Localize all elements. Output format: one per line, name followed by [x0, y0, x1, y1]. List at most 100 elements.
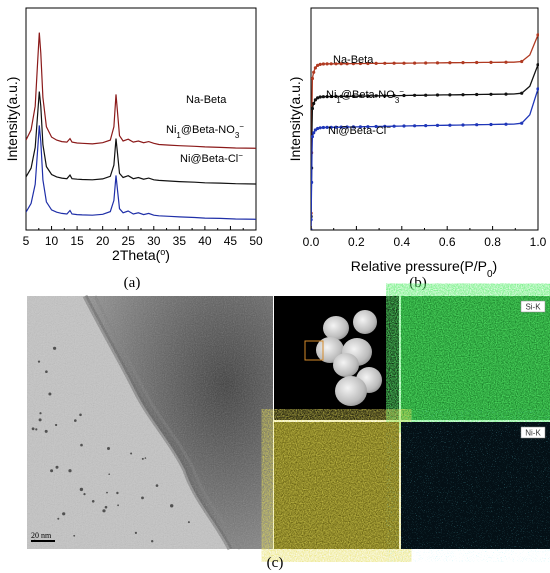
si-k-map: Si-K: [401, 296, 550, 420]
isotherm-point: [334, 62, 338, 66]
isotherm-point: [345, 94, 349, 98]
xrd-x-tick-label: 20: [96, 234, 110, 248]
isotherm-point: [413, 93, 417, 97]
isotherm-point: [489, 92, 493, 96]
isotherm-point: [358, 125, 362, 129]
isotherm-point: [311, 135, 314, 139]
xrd-x-tick-label: 40: [198, 234, 212, 248]
scale-bar-label: 20 nm: [31, 531, 52, 540]
isotherm-point: [520, 121, 524, 125]
isotherm-x-tick-label: 0.6: [439, 235, 456, 249]
isotherm-point: [312, 70, 316, 74]
isotherm-point: [461, 93, 465, 97]
isotherm-point: [358, 94, 362, 98]
isotherm-point: [475, 123, 479, 127]
isotherm-point: [504, 122, 508, 126]
ni-k-tag-box: [520, 426, 546, 439]
xrd-x-tick-label: 35: [173, 234, 187, 248]
isotherm-point: [424, 61, 428, 65]
isotherm-x-tick-label: 0.2: [348, 235, 365, 249]
xrd-x-tick-label: 10: [45, 234, 59, 248]
isotherm-point: [424, 93, 428, 97]
isotherm-point: [402, 124, 406, 128]
isotherm-point: [413, 124, 417, 128]
xrd-x-tick-label: 45: [224, 234, 238, 248]
xrd-x-tick-label: 30: [147, 234, 161, 248]
panel-label-b: (b): [409, 275, 427, 291]
isotherm-point: [316, 63, 320, 67]
isotherm-point: [435, 123, 440, 127]
isotherm-point: [424, 124, 428, 128]
isotherm-point: [312, 101, 316, 106]
isotherm-point: [448, 123, 452, 127]
xrd-series-1: [26, 91, 256, 185]
isotherm-point: [339, 125, 343, 129]
isotherm-x-tick-label: 0.4: [393, 235, 410, 249]
isotherm-point: [536, 87, 539, 91]
element-map-yellow: [274, 422, 399, 549]
isotherm-point: [313, 66, 317, 70]
isotherm-point: [504, 92, 508, 96]
isotherm-y-axis-title: Intensity(a.u.): [287, 77, 303, 162]
legend-ni1-beta-no3-: Ni1@Beta-NO3−: [326, 87, 404, 105]
isotherm-point: [383, 94, 387, 98]
isotherm-point: [392, 61, 396, 65]
isotherm-point: [366, 94, 370, 98]
isotherm-point: [345, 62, 349, 66]
xrd-x-tick-label: 50: [249, 234, 263, 248]
isotherm-x-tick-label: 1.0: [530, 235, 547, 249]
isotherm-series-2: [311, 88, 539, 230]
isotherm-point: [325, 95, 329, 99]
isotherm-point: [383, 124, 387, 128]
isotherm-point: [402, 93, 406, 98]
xrd-plot-frame: [25, 7, 257, 231]
isotherm-point: [311, 218, 313, 222]
isotherm-point: [374, 94, 378, 98]
isotherm-point: [402, 61, 406, 65]
isotherm-point: [345, 125, 349, 129]
isotherm-point: [318, 62, 322, 66]
isotherm-point: [325, 62, 329, 66]
isotherm-point: [383, 61, 387, 65]
isotherm-point: [448, 93, 452, 97]
haadf-image: [274, 296, 399, 420]
isotherm-point: [413, 61, 417, 65]
isotherm-point: [475, 60, 479, 65]
isotherm-point: [316, 96, 320, 100]
isotherm-x-tick-label: 0.0: [303, 235, 320, 249]
isotherm-point: [339, 62, 343, 66]
legend-ni-beta-cl-: Ni@Beta-Cl−: [180, 151, 243, 166]
legend-ni1-beta-no3-: Ni1@Beta-NO3−: [166, 122, 244, 140]
isotherm-point: [316, 126, 320, 131]
isotherm-point: [312, 131, 316, 135]
isotherm-point: [520, 59, 524, 64]
isotherm-point: [489, 60, 493, 64]
isotherm-point: [489, 122, 493, 127]
isotherm-point: [313, 98, 317, 102]
isotherm-point: [392, 124, 396, 128]
panel-label-c: (c): [267, 555, 284, 571]
isotherm-plot-frame: [310, 7, 539, 231]
isotherm-point: [461, 123, 465, 127]
isotherm-point: [536, 63, 539, 67]
si-k-tag-box: [520, 300, 546, 313]
isotherm-point: [339, 94, 343, 98]
isotherm-point: [351, 62, 355, 66]
isotherm-point: [448, 61, 452, 65]
isotherm-point: [358, 61, 362, 66]
isotherm-point: [318, 126, 322, 130]
isotherm-point: [536, 33, 539, 37]
isotherm-point: [366, 61, 370, 66]
isotherm-point: [374, 61, 378, 65]
panel-label-a: (a): [124, 275, 141, 291]
xrd-x-tick-label: 15: [70, 234, 84, 248]
isotherm-point: [321, 125, 325, 130]
isotherm-x-axis-title: Relative pressure(P/P0): [351, 258, 497, 280]
legend-na-beta: Na-Beta: [333, 54, 374, 66]
xrd-series-0: [26, 32, 256, 149]
isotherm-point: [435, 93, 440, 97]
legend-ni-beta-cl-: Ni@Beta-Cl−: [328, 123, 391, 138]
isotherm-point: [366, 125, 370, 129]
isotherm-point: [461, 61, 465, 65]
